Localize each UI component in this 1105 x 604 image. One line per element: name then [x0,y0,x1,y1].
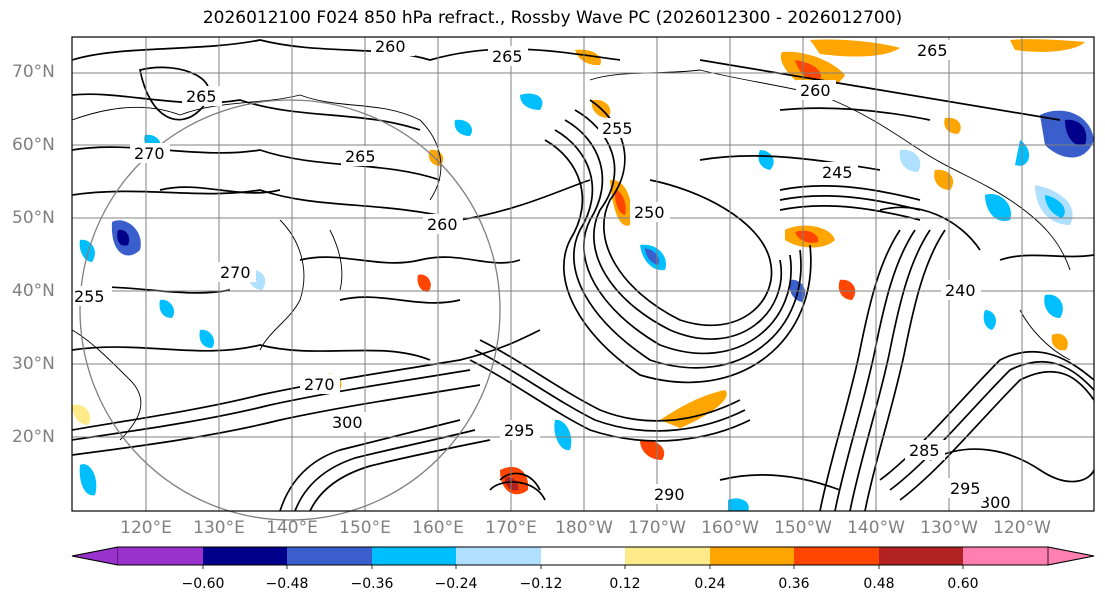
colorbar-tick-label: 0.36 [778,576,810,592]
colorbar-tick-label: −0.48 [265,576,309,592]
contour-label: 265 [917,41,948,60]
lon-label: 170°E [485,518,537,538]
contour-label: 265 [186,87,217,106]
colorbar-extend-low [71,546,119,566]
lat-label: 30°N [12,354,55,374]
colorbar-tick-label: −0.12 [519,576,563,592]
contour-label: 260 [800,81,831,100]
contour-label: 260 [427,215,458,234]
contour-label: 290 [654,485,685,504]
lon-label: 160°E [412,518,464,538]
lon-label: 150°E [339,518,391,538]
region-circles [79,99,501,521]
colorbar-tick-label: −0.36 [350,576,394,592]
colorbar-tick-label: −0.60 [181,576,225,592]
contour-label: 300 [332,413,363,432]
contour-label: 270 [220,263,251,282]
lat-label: 50°N [12,208,55,228]
lat-label: 20°N [12,427,55,447]
contour-label: 295 [950,479,981,498]
lon-label: 150°W [774,518,832,538]
colorbar-tick-label: 0.12 [609,576,641,592]
gridlines [72,37,1094,511]
contour-label: 285 [909,441,940,460]
lat-label: 40°N [12,281,55,301]
lon-label: 170°W [628,518,686,538]
lon-label: 120°E [120,518,172,538]
map-title: 2026012100 F024 850 hPa refract., Rossby… [202,8,903,28]
contour-label: 245 [822,163,853,182]
lon-label: 130°W [920,518,978,538]
shaded-anomalies [72,39,1094,511]
lon-label: 160°W [701,518,759,538]
colorbar-tick-label: 0.48 [863,576,895,592]
contour-label: 265 [492,47,523,66]
lon-label: 180°W [555,518,613,538]
contour-label: 295 [504,421,535,440]
contour-labels: 260 265 265 260 270 265 255 245 260 270 … [72,36,1016,512]
lon-label: 140°W [847,518,905,538]
lon-label: 130°E [193,518,245,538]
lon-label: 120°W [993,518,1051,538]
colorbar [71,546,1095,569]
colorbar-tick-label: −0.24 [434,576,478,592]
map-frame [71,36,1095,512]
contour-label: 250 [634,203,665,222]
contour-label: 270 [134,144,165,163]
contour-label: 255 [74,287,105,306]
contour-label: 265 [345,147,376,166]
contour-label: 270 [304,375,335,394]
lat-label: 70°N [12,62,55,82]
contour-label: 255 [602,119,633,138]
contour-label: 260 [375,37,406,56]
lat-label: 60°N [12,135,55,155]
lon-label: 140°E [266,518,318,538]
colorbar-tick-label: 0.60 [947,576,979,592]
colorbar-extend-high [1047,546,1095,566]
contour-label: 300 [980,493,1011,512]
contour-label: 240 [945,281,976,300]
colorbar-tick-label: 0.24 [694,576,726,592]
